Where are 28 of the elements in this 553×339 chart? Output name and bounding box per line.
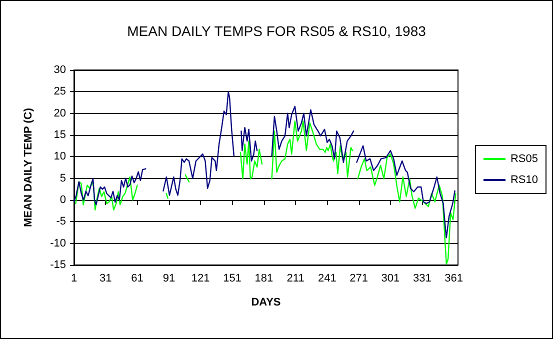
legend-label: RS10 [510, 174, 538, 186]
x-tick-label: 91 [162, 272, 176, 284]
x-tick-label: 211 [286, 272, 304, 284]
chart-title: MEAN DAILY TEMPS FOR RS05 & RS10, 1983 [127, 23, 426, 39]
x-tick-label: 301 [381, 272, 400, 284]
x-tick-label: 181 [254, 272, 274, 284]
y-tick-label: 15 [54, 129, 66, 141]
x-tick-label: 271 [350, 272, 368, 284]
x-tick-label: 121 [191, 272, 210, 284]
x-tick-label: 331 [412, 272, 432, 284]
y-tick-label: -10 [50, 237, 66, 250]
legend-label: RS05 [510, 153, 538, 165]
x-tick-label: 61 [131, 272, 144, 284]
y-tick-label: 25 [54, 86, 66, 98]
y-tick-label: -5 [56, 216, 66, 228]
x-axis-title: DAYS [251, 296, 281, 308]
y-tick-label: -15 [50, 259, 66, 271]
x-tick-label: 1 [70, 272, 78, 284]
y-tick-label: 10 [54, 150, 66, 163]
x-tick-label: 31 [100, 272, 112, 284]
y-axis-title: MEAN DAILY TEMP (C) [22, 108, 34, 227]
y-tick-label: 30 [54, 64, 66, 76]
y-tick-label: 5 [60, 172, 66, 184]
y-tick-label: 20 [54, 107, 66, 120]
x-tick-label: 151 [223, 272, 242, 284]
y-tick-label: 0 [60, 194, 66, 206]
x-tick-label: 361 [444, 272, 463, 284]
x-tick-label: 241 [318, 272, 336, 284]
